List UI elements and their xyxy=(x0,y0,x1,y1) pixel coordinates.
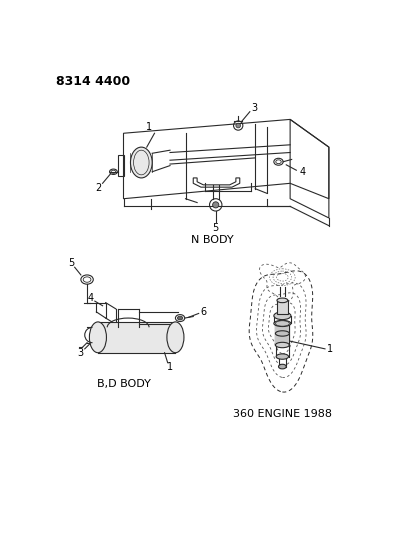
Ellipse shape xyxy=(178,316,183,320)
Ellipse shape xyxy=(279,364,286,369)
Text: 5: 5 xyxy=(213,223,219,233)
Ellipse shape xyxy=(130,147,152,178)
Ellipse shape xyxy=(89,322,107,353)
Text: 1: 1 xyxy=(167,362,173,373)
Text: 1: 1 xyxy=(327,344,334,354)
Circle shape xyxy=(213,202,219,208)
Bar xyxy=(275,324,289,345)
Text: 6: 6 xyxy=(200,307,206,317)
Text: 4: 4 xyxy=(87,293,93,303)
Ellipse shape xyxy=(277,298,288,303)
Ellipse shape xyxy=(275,331,289,336)
Text: 8314 4400: 8314 4400 xyxy=(56,75,130,88)
Ellipse shape xyxy=(274,312,291,320)
Ellipse shape xyxy=(275,342,289,348)
Ellipse shape xyxy=(167,322,184,353)
Text: 2: 2 xyxy=(95,183,101,193)
Text: 360 ENGINE 1988: 360 ENGINE 1988 xyxy=(233,409,332,419)
Text: B,D BODY: B,D BODY xyxy=(97,378,150,389)
Text: 5: 5 xyxy=(69,257,75,268)
Text: N BODY: N BODY xyxy=(191,235,234,245)
Text: 3: 3 xyxy=(78,349,84,359)
Ellipse shape xyxy=(274,320,291,327)
Text: 1: 1 xyxy=(146,122,152,132)
Circle shape xyxy=(236,123,241,128)
Ellipse shape xyxy=(276,354,288,359)
Ellipse shape xyxy=(275,321,289,326)
Bar xyxy=(277,301,288,314)
Text: 3: 3 xyxy=(251,103,257,113)
Text: 4: 4 xyxy=(300,167,306,177)
Bar xyxy=(98,322,176,353)
